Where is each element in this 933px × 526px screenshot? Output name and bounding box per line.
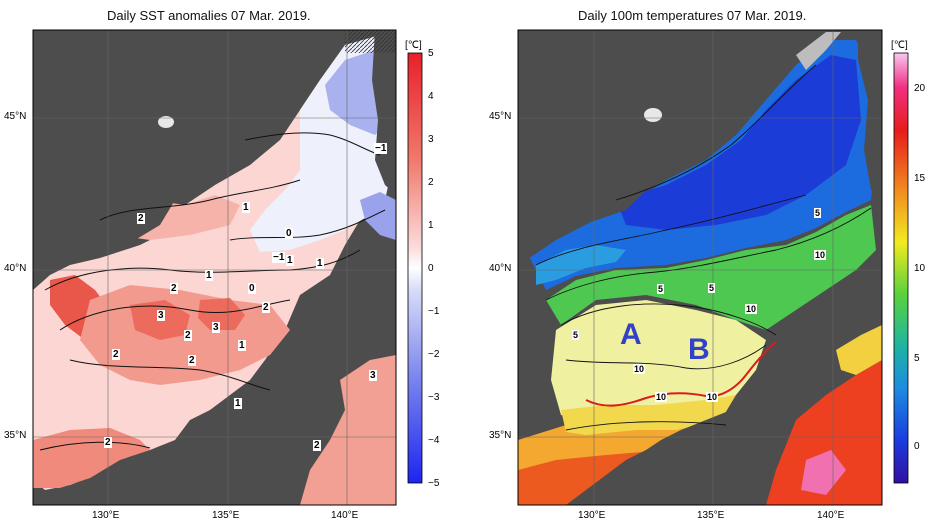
right-colorbar-unit: [℃] bbox=[891, 40, 908, 51]
ulleung-island bbox=[158, 116, 174, 128]
left-tick-10: −5 bbox=[428, 478, 440, 489]
left-colorbar-ticks: 5 4 3 2 1 0 −1 −2 −3 −4 −5 bbox=[428, 48, 452, 489]
pacific-water bbox=[766, 360, 882, 505]
right-lat-35: 35°N bbox=[489, 430, 512, 441]
deep-blue-core bbox=[616, 55, 861, 230]
contour-label: −1 bbox=[374, 143, 388, 154]
contour-label: 10 bbox=[633, 364, 646, 374]
left-tick-9: −4 bbox=[428, 435, 440, 446]
contour-label: 2 bbox=[184, 330, 192, 341]
contour-label: 3 bbox=[157, 310, 165, 321]
green-transition-band bbox=[546, 205, 876, 330]
contour-label: 1 bbox=[286, 255, 294, 266]
graticule bbox=[518, 30, 882, 505]
contour-label: 10 bbox=[655, 392, 668, 402]
contour-label: 0 bbox=[285, 228, 293, 239]
left-tick-2: 3 bbox=[428, 134, 434, 145]
right-tick-0: 0 bbox=[914, 441, 920, 452]
temperature-100m-map bbox=[517, 29, 909, 506]
right-colorbar-ticks: 20 15 10 5 0 bbox=[914, 48, 932, 488]
yellow-south-zone bbox=[561, 395, 736, 435]
contour-label: 2 bbox=[313, 440, 321, 451]
left-lon-140: 140°E bbox=[331, 510, 359, 521]
pacific-warm-strip bbox=[836, 325, 882, 375]
contour-label: 5 bbox=[657, 284, 665, 294]
left-tick-3: 2 bbox=[428, 177, 434, 188]
contour-label: −1 bbox=[272, 252, 286, 263]
right-tick-20: 20 bbox=[914, 83, 926, 94]
left-tick-0: 5 bbox=[428, 48, 434, 59]
contour-label: 2 bbox=[170, 283, 178, 294]
right-map-title: Daily 100m temperatures 07 Mar. 2019. bbox=[578, 8, 807, 23]
ulleung-island bbox=[644, 108, 662, 122]
left-tick-8: −3 bbox=[428, 392, 440, 403]
left-map-title: Daily SST anomalies 07 Mar. 2019. bbox=[107, 8, 311, 23]
contour-label: 5 bbox=[814, 208, 822, 218]
hokkaido-land bbox=[858, 30, 882, 200]
left-tick-1: 4 bbox=[428, 91, 434, 102]
left-lat-40: 40°N bbox=[4, 263, 27, 274]
right-lon-140: 140°E bbox=[817, 510, 845, 521]
left-tick-5: 0 bbox=[428, 263, 434, 274]
cyan-band bbox=[536, 245, 626, 285]
pacific-warmest bbox=[801, 450, 846, 495]
contour-label: 1 bbox=[205, 270, 213, 281]
left-colorbar-unit: [℃] bbox=[405, 40, 422, 51]
contour-label: 10 bbox=[814, 250, 827, 260]
contour-label: 10 bbox=[745, 304, 758, 314]
contour-label: 2 bbox=[112, 349, 120, 360]
map-frame bbox=[517, 29, 883, 506]
korea-land bbox=[33, 30, 340, 285]
contour-label: 3 bbox=[369, 370, 377, 381]
left-tick-4: 1 bbox=[428, 220, 434, 231]
left-tick-7: −2 bbox=[428, 349, 440, 360]
contour-label: 2 bbox=[137, 213, 145, 224]
contour-label: 1 bbox=[242, 202, 250, 213]
right-tick-10: 10 bbox=[914, 263, 926, 274]
contour-label: 10 bbox=[706, 392, 719, 402]
right-lon-130: 130°E bbox=[578, 510, 606, 521]
left-lon-135: 135°E bbox=[212, 510, 240, 521]
contour-label: 1 bbox=[234, 398, 242, 409]
graticule bbox=[33, 30, 396, 505]
no-data-hatch bbox=[345, 31, 396, 53]
no-data-coast bbox=[796, 32, 841, 70]
left-contour-labels: 2 3 2 3 2 2 2 1 2 1 0 1 0 −1 1 1 3 2 2 1… bbox=[0, 0, 466, 526]
polar-front-line bbox=[585, 341, 777, 407]
right-tick-5: 5 bbox=[914, 353, 920, 364]
right-lat-40: 40°N bbox=[489, 263, 512, 274]
right-tick-15: 15 bbox=[914, 173, 926, 184]
contour-label: 1 bbox=[238, 340, 246, 351]
contour-label: 0 bbox=[248, 283, 256, 294]
contour-label: 2 bbox=[188, 355, 196, 366]
tsushima-warm-zone bbox=[551, 300, 766, 420]
map-frame bbox=[32, 29, 397, 506]
anomaly-colorbar bbox=[407, 52, 423, 484]
left-tick-6: −1 bbox=[428, 306, 440, 317]
contour-label: 3 bbox=[212, 322, 220, 333]
contour-label: 2 bbox=[104, 437, 112, 448]
marker-b: B bbox=[688, 333, 710, 366]
right-lon-135: 135°E bbox=[697, 510, 725, 521]
temperature-colorbar bbox=[893, 52, 909, 484]
marker-a: A bbox=[620, 318, 642, 351]
right-lat-45: 45°N bbox=[489, 111, 512, 122]
contour-label: 5 bbox=[572, 330, 580, 340]
pacific-warm-water bbox=[300, 355, 396, 505]
contour-lines bbox=[535, 64, 872, 431]
left-lat-35: 35°N bbox=[4, 430, 27, 441]
contour-label: 5 bbox=[708, 283, 716, 293]
negative-anomaly-tsugaru bbox=[360, 192, 396, 240]
contour-label: 1 bbox=[316, 258, 324, 269]
contour-label: 2 bbox=[262, 302, 270, 313]
left-lat-45: 45°N bbox=[4, 111, 27, 122]
left-lon-130: 130°E bbox=[92, 510, 120, 521]
positive-core-center-east bbox=[198, 298, 245, 330]
